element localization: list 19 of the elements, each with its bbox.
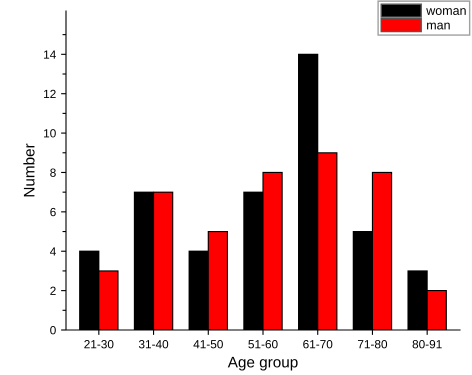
y-tick-label: 0 [50,326,56,334]
x-tick-label: 41-50 [193,340,223,348]
x-tick-label: 51-60 [248,340,278,348]
legend-label: woman [426,8,466,15]
x-tick-label: 21-30 [84,340,114,348]
x-tick-label: 61-70 [303,340,332,348]
y-tick-label: 4 [50,247,56,256]
y-tick-label: 14 [44,50,56,59]
x-tick-label: 31-40 [138,340,168,348]
x-tick-label: 80-91 [412,340,442,348]
y-tick-label: 6 [50,208,56,216]
y-tick-label: 8 [50,168,56,177]
y-tick-label: 2 [50,286,56,295]
x-tick-label: 71-80 [358,340,388,348]
y-tick-label: 10 [44,129,56,138]
x-axis-title: Age group [228,356,298,371]
y-axis-title: Number [23,144,35,196]
y-tick-label: 12 [44,90,56,98]
legend-label: man [427,22,450,30]
